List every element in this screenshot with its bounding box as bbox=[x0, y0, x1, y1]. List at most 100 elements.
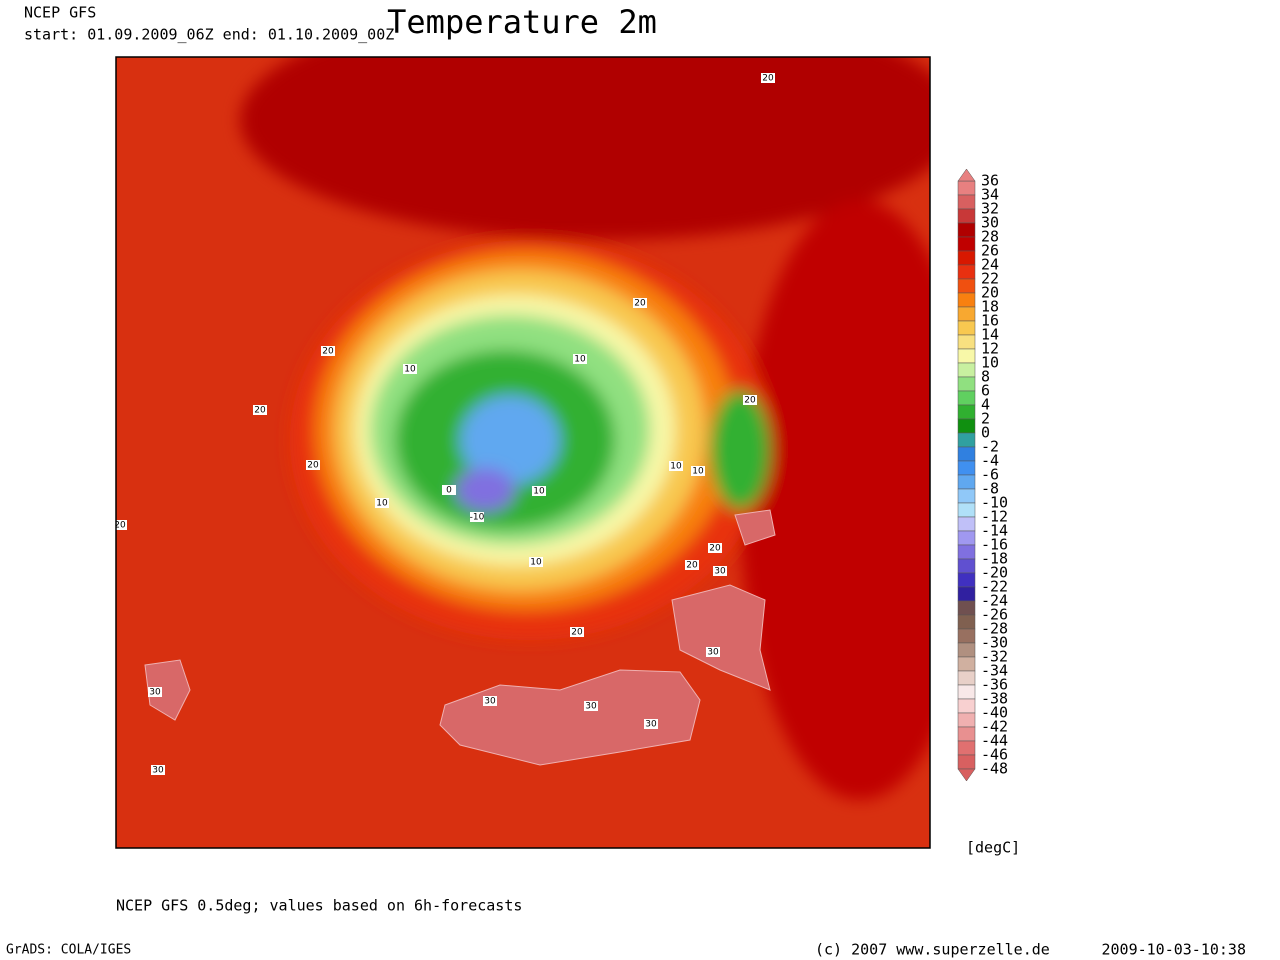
colorbar-box bbox=[957, 474, 976, 490]
contour-label-box bbox=[148, 687, 162, 697]
contour-label-box bbox=[706, 647, 720, 657]
colorbar-label: -20 bbox=[981, 564, 1008, 582]
colorbar-box bbox=[957, 502, 976, 518]
contour-label-box bbox=[306, 460, 320, 470]
colorbar-label: -40 bbox=[981, 704, 1008, 722]
colorbar-arrow bbox=[957, 768, 976, 782]
footer-note: NCEP GFS 0.5deg; values based on 6h-fore… bbox=[116, 897, 522, 915]
colorbar-box bbox=[957, 418, 976, 434]
colorbar-box bbox=[957, 558, 976, 574]
colorbar-label: -18 bbox=[981, 550, 1008, 568]
colorbar-box bbox=[957, 754, 976, 770]
colorbar-box bbox=[957, 698, 976, 714]
colorbar-label: -16 bbox=[981, 536, 1008, 554]
colorbar-box bbox=[957, 740, 976, 756]
contour-label-box bbox=[669, 461, 683, 471]
timestamp-label: 2009-10-03-10:38 bbox=[1102, 941, 1247, 959]
colorbar-label: 0 bbox=[981, 424, 990, 442]
contour-label: 30 bbox=[484, 697, 496, 707]
contour-label-box bbox=[708, 543, 722, 553]
contour-label-box bbox=[253, 405, 267, 415]
contour-label: 0 bbox=[446, 486, 452, 496]
colorbar-box bbox=[957, 208, 976, 224]
colorbar-label: 18 bbox=[981, 298, 999, 316]
contour-label: 20 bbox=[709, 544, 721, 554]
contour-label-box bbox=[633, 298, 647, 308]
contour-label-box bbox=[151, 765, 165, 775]
colorbar-label: 10 bbox=[981, 354, 999, 372]
contour-label-box bbox=[321, 346, 335, 356]
colorbar-label: 8 bbox=[981, 368, 990, 386]
contour-label-box bbox=[442, 485, 456, 495]
colorbar-label: -2 bbox=[981, 438, 999, 456]
colorbar-label: -6 bbox=[981, 466, 999, 484]
colorbar-label: 30 bbox=[981, 214, 999, 232]
colorbar-box bbox=[957, 488, 976, 504]
hot-region bbox=[671, 584, 771, 691]
contour-label: 30 bbox=[707, 648, 719, 658]
colorbar-label: -8 bbox=[981, 480, 999, 498]
contour-label: 10 bbox=[376, 499, 388, 509]
colorbar-box bbox=[957, 628, 976, 644]
colorbar-box bbox=[957, 306, 976, 322]
contour-label: 20 bbox=[744, 396, 756, 406]
colorbar-box bbox=[957, 404, 976, 420]
colorbar-label: 32 bbox=[981, 200, 999, 218]
contour-label-box bbox=[375, 498, 389, 508]
contour-label: 20 bbox=[322, 347, 334, 357]
contour-label: 20 bbox=[254, 406, 266, 416]
colorbar-box bbox=[957, 334, 976, 350]
colorbar-label: 16 bbox=[981, 312, 999, 330]
field-region bbox=[710, 390, 770, 510]
contour-label: 20 bbox=[634, 299, 646, 309]
contour-label: 30 bbox=[149, 688, 161, 698]
colorbar-label: -42 bbox=[981, 718, 1008, 736]
field-region bbox=[455, 468, 515, 512]
colorbar-label: 34 bbox=[981, 186, 999, 204]
contour-label: 10 bbox=[404, 365, 416, 375]
colorbar-box bbox=[957, 600, 976, 616]
colorbar-box bbox=[957, 390, 976, 406]
colorbar-box bbox=[957, 460, 976, 476]
colorbar-label: -28 bbox=[981, 620, 1008, 638]
contour-label: 20 bbox=[571, 628, 583, 638]
colorbar-box bbox=[957, 236, 976, 252]
colorbar-box bbox=[957, 180, 976, 196]
contour-label: 10 bbox=[533, 487, 545, 497]
hot-region bbox=[144, 659, 191, 721]
contour-label-box bbox=[584, 701, 598, 711]
contour-label: 30 bbox=[714, 567, 726, 577]
contour-label-box bbox=[685, 560, 699, 570]
colorbar-box bbox=[957, 726, 976, 742]
colorbar-label: 28 bbox=[981, 228, 999, 246]
colorbar-label: -34 bbox=[981, 662, 1008, 680]
colorbar-label: -38 bbox=[981, 690, 1008, 708]
colorbar-box bbox=[957, 684, 976, 700]
map-frame bbox=[115, 56, 931, 849]
field-region bbox=[240, 57, 930, 240]
contour-label: 20 bbox=[114, 521, 126, 531]
copyright-label: (c) 2007 www.superzelle.de bbox=[815, 941, 1050, 959]
colorbar-box bbox=[957, 222, 976, 238]
contour-label-box bbox=[761, 73, 775, 83]
colorbar-label: -36 bbox=[981, 676, 1008, 694]
contour-label-box bbox=[573, 354, 587, 364]
colorbar-label: 22 bbox=[981, 270, 999, 288]
colorbar-box bbox=[957, 614, 976, 630]
colorbar-label: 4 bbox=[981, 396, 990, 414]
contour-label-box bbox=[403, 364, 417, 374]
colorbar-box bbox=[957, 712, 976, 728]
period-label: start: 01.09.2009_06Z end: 01.10.2009_00… bbox=[24, 26, 394, 44]
colorbar-box bbox=[957, 292, 976, 308]
colorbar-label: -26 bbox=[981, 606, 1008, 624]
contour-label: 20 bbox=[762, 74, 774, 84]
colorbar-box bbox=[957, 376, 976, 392]
colorbar-label: 24 bbox=[981, 256, 999, 274]
contour-label: 20 bbox=[686, 561, 698, 571]
colorbar-box bbox=[957, 586, 976, 602]
contour-label: 10 bbox=[574, 355, 586, 365]
unit-label: [degC] bbox=[966, 839, 1020, 857]
colorbar-box bbox=[957, 194, 976, 210]
